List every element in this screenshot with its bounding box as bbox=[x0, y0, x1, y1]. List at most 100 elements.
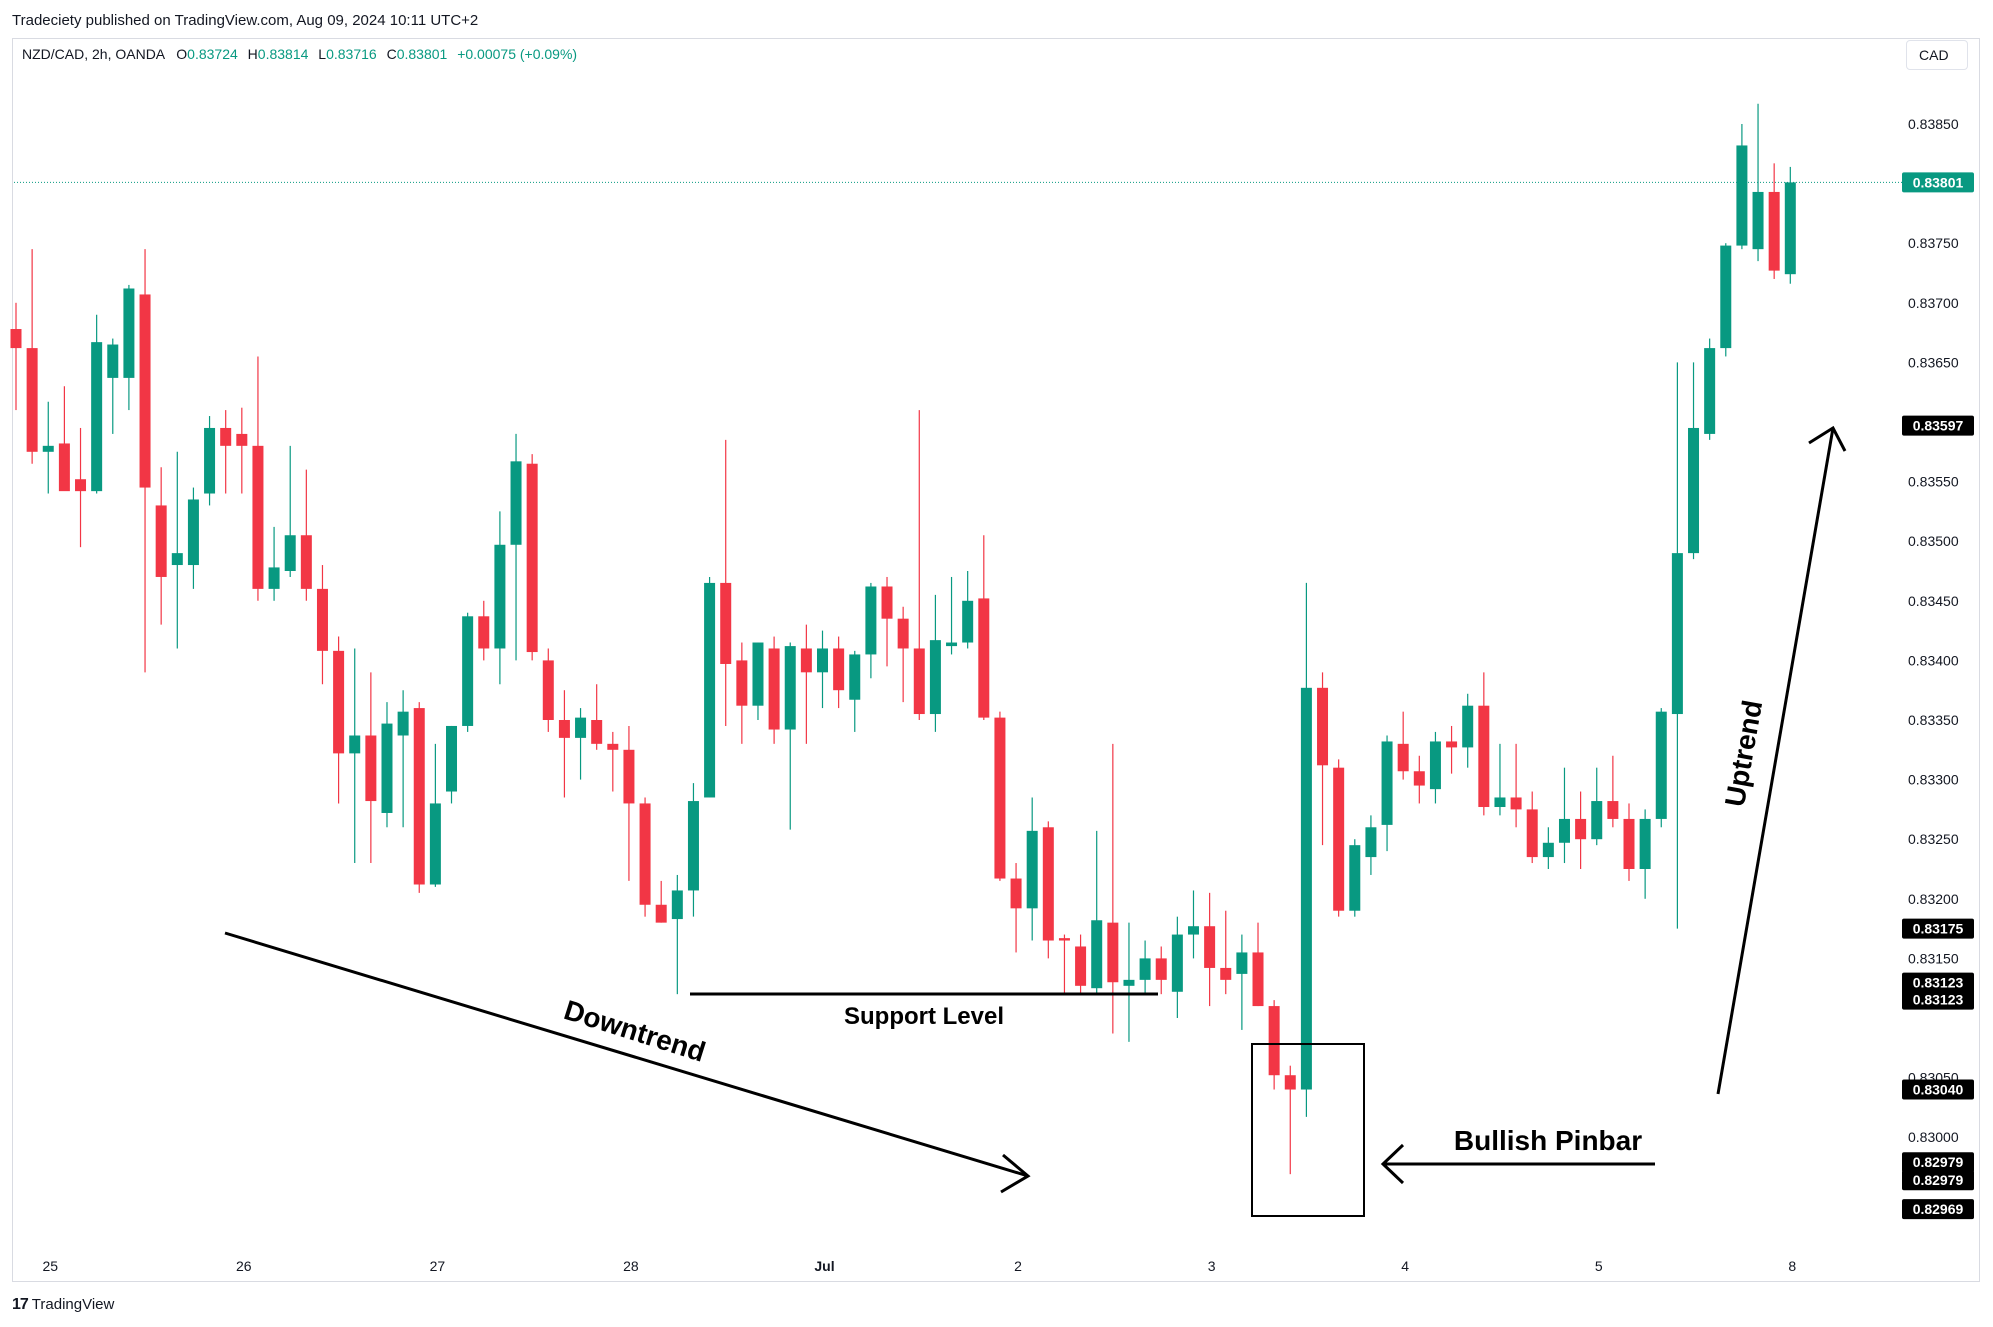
candle-body bbox=[42, 445, 54, 452]
x-tick-label: 27 bbox=[430, 1258, 446, 1274]
candle-body bbox=[462, 616, 474, 726]
candle bbox=[1204, 892, 1216, 1007]
x-tick-label: 4 bbox=[1401, 1258, 1409, 1274]
candle-body bbox=[639, 803, 651, 905]
candle-body bbox=[1607, 801, 1619, 819]
candle bbox=[1123, 922, 1135, 1042]
price-label-text: 0.82979 bbox=[1913, 1172, 1964, 1188]
candle bbox=[1397, 711, 1409, 780]
low-label: L bbox=[318, 46, 327, 62]
candle-body bbox=[817, 648, 828, 673]
candle-body bbox=[1397, 743, 1409, 772]
price-label-bg bbox=[1902, 415, 1974, 436]
candle-body bbox=[139, 294, 151, 488]
candle bbox=[1704, 338, 1716, 440]
candle-body bbox=[123, 288, 135, 378]
close-value: 0.83801 bbox=[396, 46, 448, 62]
candle bbox=[1107, 743, 1119, 1034]
candle-body bbox=[381, 723, 393, 813]
candle-body bbox=[1058, 938, 1070, 941]
candle-body bbox=[1558, 818, 1570, 843]
candle bbox=[1381, 735, 1393, 852]
candle-body bbox=[204, 427, 216, 494]
candle bbox=[91, 314, 103, 494]
open-value: 0.83724 bbox=[187, 46, 238, 62]
tradingview-logo[interactable]: 17 TradingView bbox=[12, 1296, 114, 1314]
candle bbox=[204, 416, 216, 506]
candle-body bbox=[1333, 767, 1345, 911]
candle-body bbox=[1123, 979, 1135, 986]
x-tick-label: 3 bbox=[1208, 1258, 1216, 1274]
uptrend-label: Uptrend bbox=[1719, 698, 1768, 809]
price-label: 0.82969 bbox=[1902, 1199, 1974, 1220]
candle-body bbox=[284, 535, 296, 571]
candle bbox=[1155, 946, 1167, 995]
candle-body bbox=[720, 582, 732, 664]
candle bbox=[1752, 103, 1764, 262]
candle bbox=[865, 582, 877, 679]
candle bbox=[833, 636, 845, 709]
y-tick-label: 0.83650 bbox=[1908, 354, 1959, 370]
price-label-text: 0.83040 bbox=[1913, 1082, 1964, 1098]
x-axis-ticks: 25 26 27 28 Jul 2 3 4 5 8 bbox=[42, 1258, 1796, 1274]
price-label: 0.82979 bbox=[1902, 1170, 1974, 1191]
candle bbox=[1558, 767, 1570, 864]
candle-body bbox=[1671, 553, 1683, 715]
y-tick-label: 0.83200 bbox=[1908, 891, 1959, 907]
candle-body bbox=[1429, 741, 1441, 790]
candle-body bbox=[58, 443, 70, 492]
candle bbox=[446, 725, 458, 804]
candle bbox=[171, 451, 183, 649]
y-tick-label: 0.83850 bbox=[1908, 116, 1959, 132]
candle-body bbox=[849, 654, 861, 700]
candle-body bbox=[833, 648, 845, 691]
downtrend-arrow bbox=[224, 931, 1031, 1194]
price-label-bg bbox=[1902, 972, 1974, 993]
candle bbox=[58, 386, 70, 492]
candle bbox=[1236, 934, 1248, 1030]
candle-body bbox=[929, 640, 941, 715]
x-tick-label: 2 bbox=[1014, 1258, 1022, 1274]
candle-body bbox=[526, 463, 538, 653]
candle bbox=[1688, 362, 1700, 560]
candle-body bbox=[687, 801, 699, 891]
candle-body bbox=[268, 567, 280, 589]
candle bbox=[365, 672, 377, 864]
candle-body bbox=[671, 890, 683, 920]
uptrend-arrow bbox=[1716, 425, 1847, 1095]
symbol-label[interactable]: NZD/CAD, 2h, OANDA bbox=[22, 46, 165, 62]
price-label: 0.83175 bbox=[1902, 918, 1974, 939]
price-label: 0.83040 bbox=[1902, 1079, 1974, 1100]
x-tick-label: 25 bbox=[42, 1258, 58, 1274]
candle-body bbox=[1155, 958, 1167, 980]
candle-body bbox=[510, 461, 522, 545]
candle bbox=[1591, 767, 1603, 846]
candle bbox=[946, 576, 958, 655]
candle bbox=[558, 690, 570, 798]
candle-body bbox=[1526, 809, 1538, 858]
tradingview-brand: TradingView bbox=[31, 1296, 115, 1313]
price-label-text: 0.83123 bbox=[1913, 992, 1964, 1008]
y-tick-label: 0.83300 bbox=[1908, 772, 1959, 788]
candle-body bbox=[704, 582, 716, 798]
chart-frame bbox=[12, 38, 1980, 1282]
candle bbox=[333, 636, 345, 804]
candle-body bbox=[1204, 926, 1216, 968]
candle-body bbox=[397, 711, 409, 736]
candle-body bbox=[1349, 845, 1361, 911]
candle bbox=[1300, 582, 1312, 1117]
candle bbox=[736, 642, 748, 744]
candle bbox=[107, 338, 119, 434]
x-tick-label: 28 bbox=[623, 1258, 639, 1274]
candle bbox=[316, 565, 328, 685]
candle bbox=[542, 648, 554, 732]
candle-body bbox=[800, 648, 812, 673]
pinbar-arrow bbox=[1380, 1143, 1655, 1185]
candle-body bbox=[1591, 801, 1603, 840]
candle bbox=[1075, 934, 1087, 995]
currency-button[interactable]: CAD bbox=[1906, 40, 1968, 70]
candle-body bbox=[413, 708, 425, 885]
price-label: 0.83597 bbox=[1902, 415, 1974, 436]
candle bbox=[1284, 1065, 1296, 1175]
